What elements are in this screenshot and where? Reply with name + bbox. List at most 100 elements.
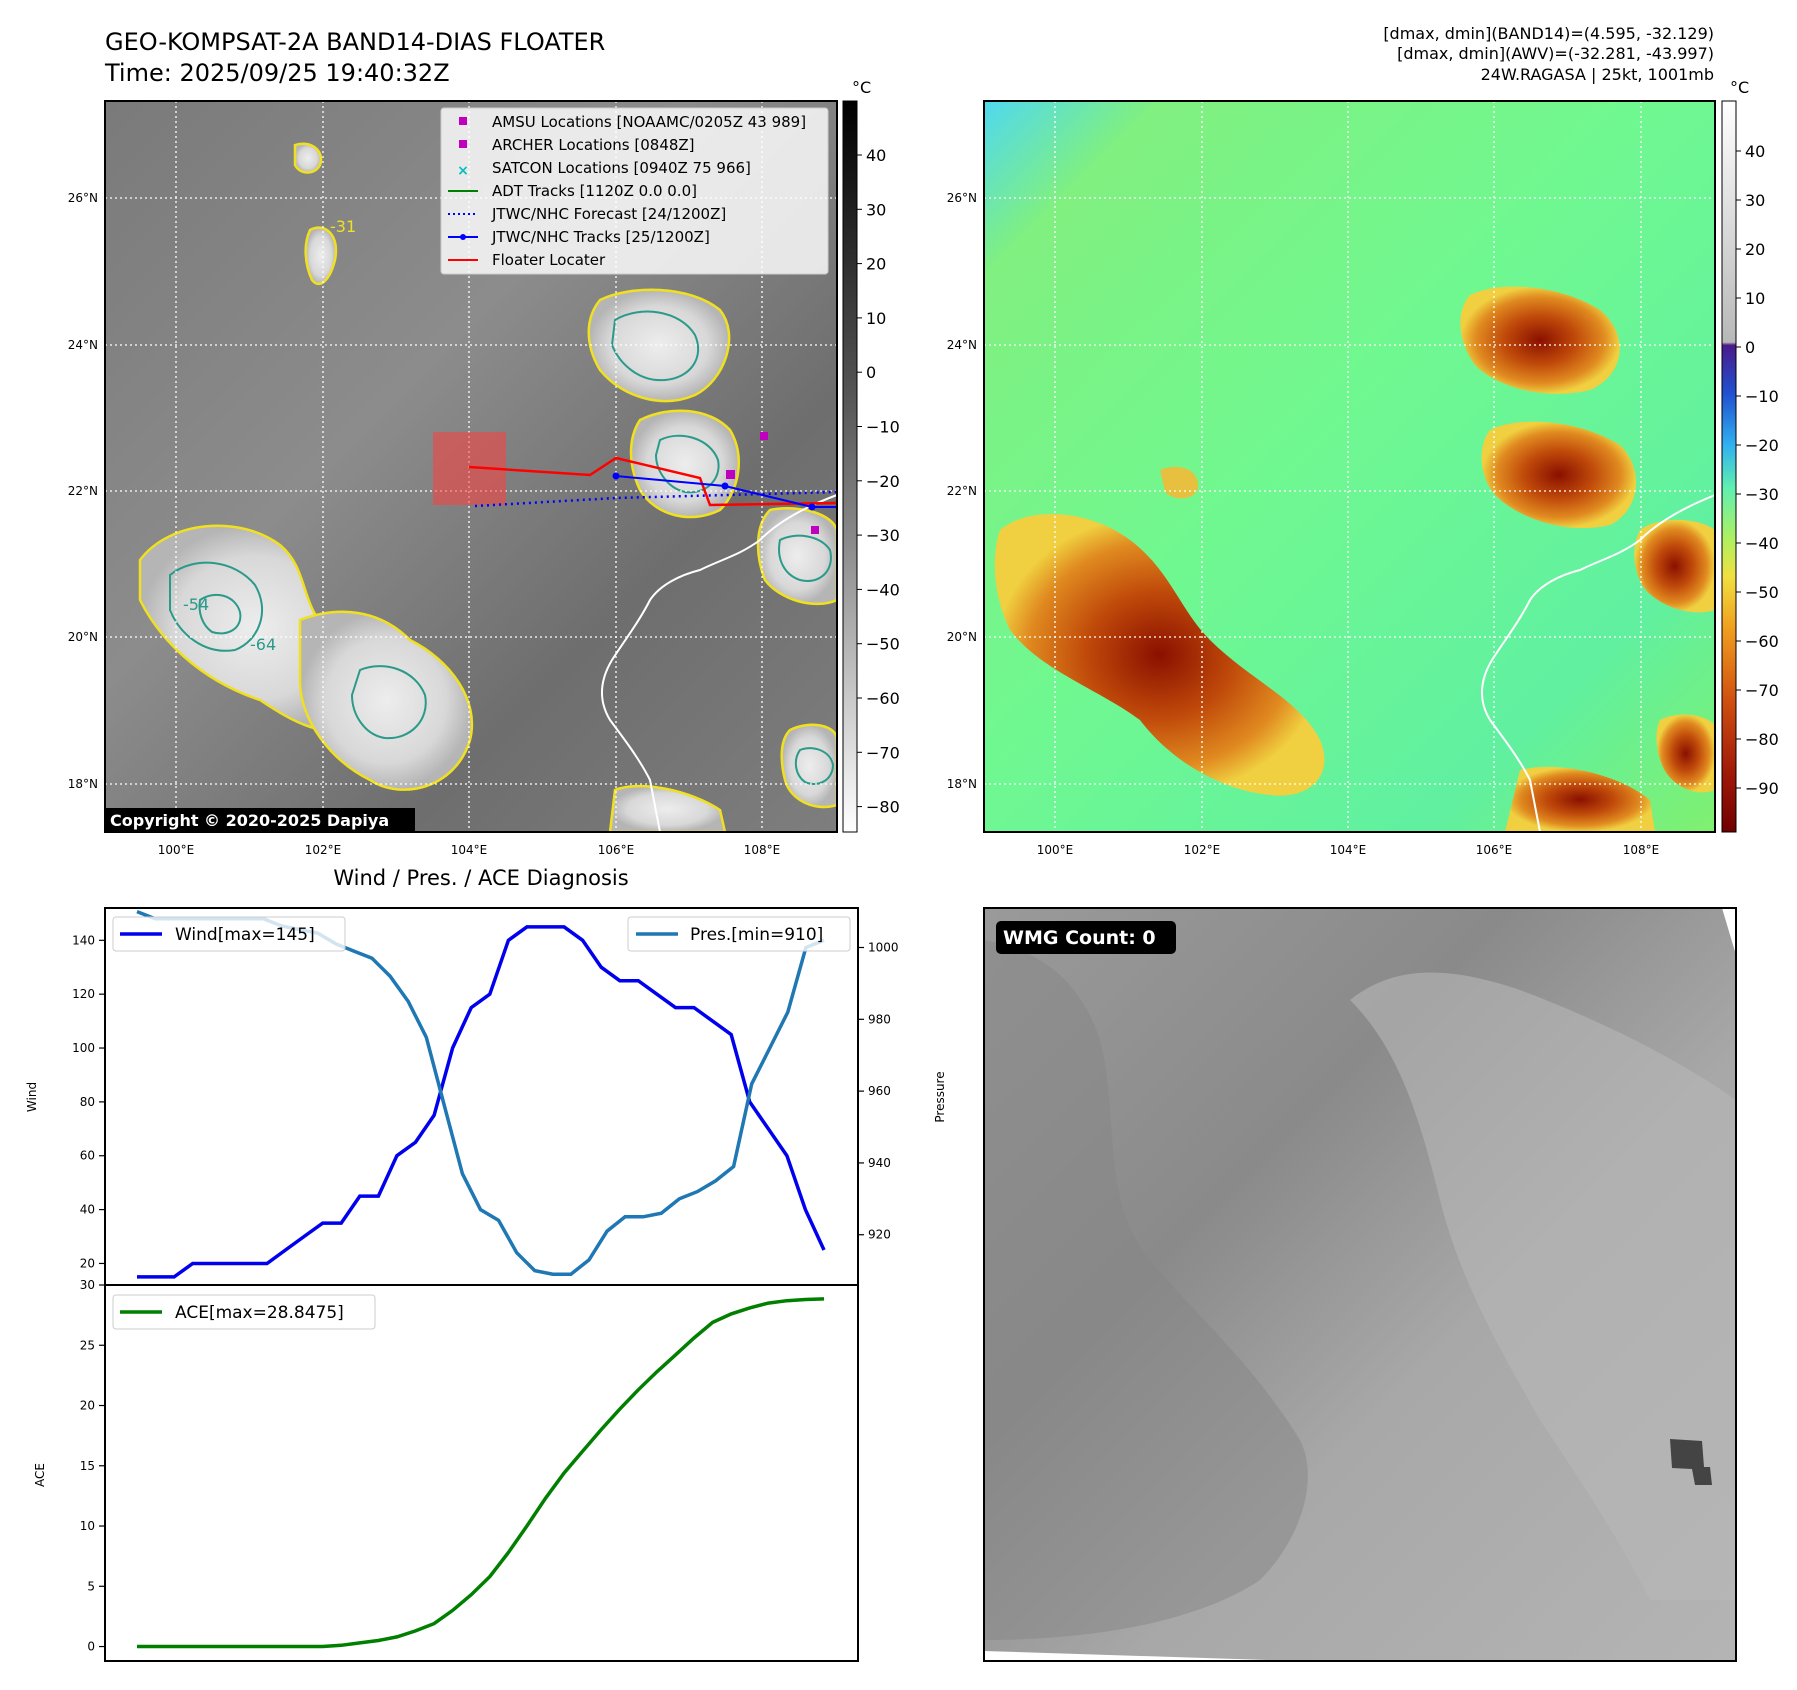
- ace-axis-left: 0 5 10 15 20 25 30: [80, 1278, 105, 1654]
- ace-axis-tick-label: 5: [87, 1579, 95, 1593]
- svg-text:20°N: 20°N: [68, 630, 98, 644]
- archer-markers: [726, 432, 819, 534]
- svg-text:20°N: 20°N: [947, 630, 977, 644]
- svg-text:100°E: 100°E: [158, 843, 195, 857]
- svg-text:104°E: 104°E: [1330, 843, 1367, 857]
- legend-satcon: SATCON Locations [0940Z 75 966]: [492, 159, 751, 177]
- info-awv: [dmax, dmin](AWV)=(-32.281, -43.997): [1397, 44, 1714, 63]
- copyright-box: [105, 808, 415, 832]
- svg-text:106°E: 106°E: [1476, 843, 1513, 857]
- ace-axis-tick-label: 15: [80, 1459, 95, 1473]
- pressure-legend: Pres.[min=910]: [627, 916, 851, 952]
- ir-colorbar-tick-label: 10: [866, 309, 886, 328]
- awv-lon-labels: 100°E 102°E 104°E 106°E 108°E: [1037, 843, 1660, 857]
- ace-ylabel: ACE: [33, 1463, 47, 1487]
- pressure-ylabel: Pressure: [933, 1071, 947, 1122]
- legend-jtwc-tracks: JTWC/NHC Tracks [25/1200Z]: [491, 228, 710, 246]
- awv-grid: [984, 101, 1715, 832]
- legend-jtwc-forecast: JTWC/NHC Forecast [24/1200Z]: [491, 205, 726, 223]
- wmg-panel: WMG Count: 0: [983, 907, 1737, 1662]
- wind-axis-tick-label: 140: [72, 933, 95, 947]
- awv-colorbar-tick-label: −60: [1745, 632, 1779, 651]
- svg-text:26°N: 26°N: [68, 191, 98, 205]
- svg-text:22°N: 22°N: [68, 484, 98, 498]
- wind-legend-label: Wind[max=145]: [175, 925, 315, 945]
- legend-archer: ARCHER Locations [0848Z]: [492, 136, 695, 154]
- awv-colorbar-tick-label: −40: [1745, 534, 1779, 553]
- legend-adt: ADT Tracks [1120Z 0.0 0.0]: [492, 182, 697, 200]
- ace-axis-tick-label: 30: [80, 1278, 95, 1292]
- ace-series-line: [137, 1297, 825, 1649]
- ir-map-frame: [104, 100, 838, 833]
- awv-colorbar: [1721, 100, 1737, 833]
- ir-colorbar-tick-label: −30: [866, 526, 900, 545]
- ace-axis-tick-label: 20: [80, 1399, 95, 1413]
- wmg-count-badge: [996, 921, 1176, 954]
- svg-text:24°N: 24°N: [947, 338, 977, 352]
- svg-text:18°N: 18°N: [947, 777, 977, 791]
- wind-axis-tick-label: 60: [80, 1149, 95, 1163]
- awv-colorbar-tick-label: 10: [1745, 289, 1765, 308]
- svg-text:104°E: 104°E: [451, 843, 488, 857]
- ir-colorbar: [842, 100, 858, 833]
- awv-colorbar-ticks: 40 30 20 10 0 −10 −20 −30 −40 −50 −60 −70 −80 −90: [1736, 142, 1779, 798]
- ir-colorbar-tick-label: 40: [866, 146, 886, 165]
- ace-panel-frame: [104, 1284, 859, 1662]
- contour-label: -54: [183, 595, 209, 614]
- wind-axis-tick-label: 120: [72, 987, 95, 1001]
- legend-floater: Floater Locater: [492, 251, 606, 269]
- ir-colorbar-tick-label: −20: [866, 472, 900, 491]
- contour-label: -31: [330, 217, 356, 236]
- svg-text:106°E: 106°E: [598, 843, 635, 857]
- wind-panel-frame: [104, 907, 859, 1286]
- pressure-axis-tick-label: 980: [868, 1012, 891, 1026]
- svg-text:102°E: 102°E: [305, 843, 342, 857]
- ir-colorbar-tick-label: 0: [866, 363, 876, 382]
- ace-axis-tick-label: 0: [87, 1640, 95, 1654]
- svg-text:102°E: 102°E: [1184, 843, 1221, 857]
- awv-colorbar-tick-label: −90: [1745, 779, 1779, 798]
- ir-colorbar-tick-label: −80: [866, 798, 900, 817]
- ace-axis-tick-label: 10: [80, 1519, 95, 1533]
- ir-colorbar-tick-label: −10: [866, 418, 900, 437]
- pressure-axis-tick-label: 960: [868, 1084, 891, 1098]
- ace-legend-label: ACE[max=28.8475]: [175, 1303, 344, 1323]
- jtwc-tracks: [612, 472, 837, 511]
- ir-colorbar-tick-label: −50: [866, 635, 900, 654]
- ir-colorbar-ticks: 40 30 20 10 0 −10 −20 −30 −40 −50 −60 −70 −80: [857, 146, 900, 817]
- awv-map-frame: [983, 100, 1716, 833]
- awv-cold-cloud-masses: [994, 286, 1715, 832]
- pressure-axis-right: 920 940 960 980 1000: [858, 940, 899, 1242]
- svg-text:100°E: 100°E: [1037, 843, 1074, 857]
- wind-legend: Wind[max=145]: [112, 916, 346, 952]
- wind-series-line: [137, 925, 826, 1279]
- awv-colorbar-tick-label: −20: [1745, 436, 1779, 455]
- awv-map-panel: [984, 101, 1715, 832]
- ace-axis-tick-label: 25: [80, 1338, 95, 1352]
- wind-axis-tick-label: 40: [80, 1203, 95, 1217]
- awv-colorbar-tick-label: −50: [1745, 583, 1779, 602]
- main-title: GEO-KOMPSAT-2A BAND14-DIAS FLOATER: [105, 28, 605, 56]
- svg-text:108°E: 108°E: [744, 843, 781, 857]
- diagnosis-title: Wind / Pres. / ACE Diagnosis: [333, 866, 628, 890]
- awv-colorbar-unit: °C: [1730, 78, 1749, 97]
- contour-label: -64: [250, 635, 276, 654]
- awv-colorbar-tick-label: 40: [1745, 142, 1765, 161]
- floater-locater-track: [468, 456, 837, 507]
- awv-colorbar-tick-label: −70: [1745, 681, 1779, 700]
- legend-amsu: AMSU Locations [NOAAMC/0205Z 43 989]: [492, 113, 806, 131]
- awv-colorbar-tick-label: −10: [1745, 387, 1779, 406]
- wind-axis-left: 20 40 60 80 100 120 140: [72, 933, 105, 1270]
- awv-colorbar-tick-label: 30: [1745, 191, 1765, 210]
- wind-axis-tick-label: 20: [80, 1256, 95, 1270]
- ir-colorbar-tick-label: −60: [866, 689, 900, 708]
- svg-text:26°N: 26°N: [947, 191, 977, 205]
- jtwc-forecast-track: [474, 490, 837, 508]
- wmg-dark-pixel: [1670, 1439, 1712, 1485]
- awv-colorbar-tick-label: −80: [1745, 730, 1779, 749]
- awv-lat-labels: 26°N 24°N 22°N 20°N 18°N: [947, 191, 977, 791]
- awv-colorbar-tick-label: −30: [1745, 485, 1779, 504]
- awv-colorbar-tick-label: 0: [1745, 338, 1755, 357]
- svg-text:×: ×: [457, 163, 469, 179]
